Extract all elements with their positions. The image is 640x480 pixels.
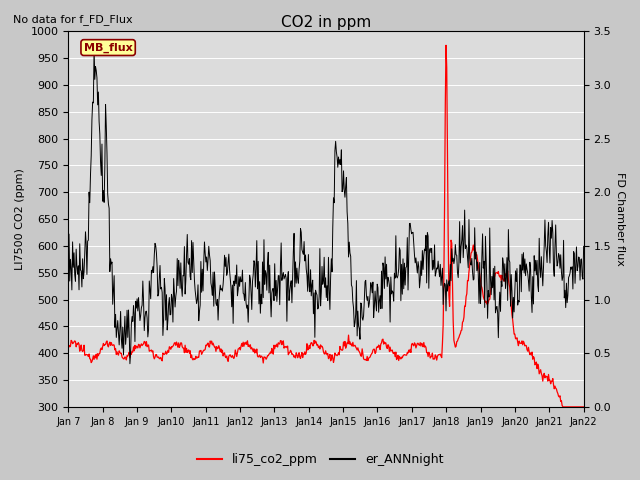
Text: No data for f_FD_Flux: No data for f_FD_Flux [13,14,132,25]
Title: CO2 in ppm: CO2 in ppm [281,15,371,30]
Text: MB_flux: MB_flux [84,42,132,53]
Y-axis label: LI7500 CO2 (ppm): LI7500 CO2 (ppm) [15,168,25,270]
Y-axis label: FD Chamber flux: FD Chamber flux [615,172,625,266]
Legend: li75_co2_ppm, er_ANNnight: li75_co2_ppm, er_ANNnight [191,448,449,471]
